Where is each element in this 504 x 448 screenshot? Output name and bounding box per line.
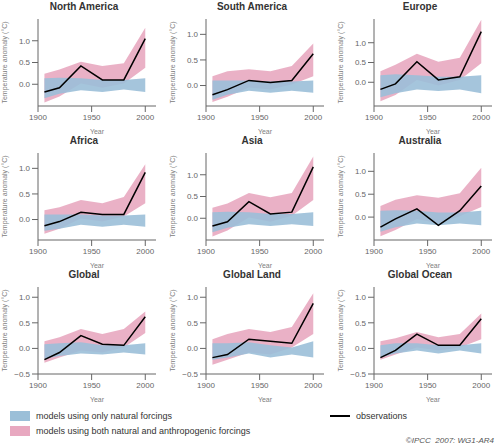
html-text:models using both natural and: models using both natural and anthropoge… bbox=[36, 425, 251, 436]
svg-text:1950: 1950 bbox=[419, 381, 437, 390]
svg-text:1900: 1900 bbox=[197, 381, 215, 390]
html-text:Global Land: Global Land bbox=[223, 269, 281, 280]
svg-text:1900: 1900 bbox=[197, 247, 215, 256]
svg-text:2000: 2000 bbox=[136, 247, 154, 256]
html-text:models using only natural forc: models using only natural forcings bbox=[36, 410, 173, 421]
svg-text:1900: 1900 bbox=[365, 381, 383, 390]
svg-text:0.0: 0.0 bbox=[19, 344, 31, 353]
svg-text:1.0: 1.0 bbox=[19, 164, 31, 173]
svg-text:0.0: 0.0 bbox=[187, 81, 199, 90]
svg-text:Temperature anomaly (°C): Temperature anomaly (°C) bbox=[169, 21, 177, 103]
svg-text:Year: Year bbox=[90, 262, 105, 268]
svg-text:0.0: 0.0 bbox=[355, 78, 367, 87]
svg-text:1.0: 1.0 bbox=[187, 293, 199, 302]
svg-text:Temperature anomaly (°C): Temperature anomaly (°C) bbox=[337, 289, 345, 371]
html-text:Africa: Africa bbox=[69, 135, 99, 146]
svg-text:Temperature anomaly (°C): Temperature anomaly (°C) bbox=[8, 21, 9, 103]
svg-text:2000: 2000 bbox=[304, 381, 322, 390]
svg-text:Temperature anomaly (°C): Temperature anomaly (°C) bbox=[8, 155, 9, 237]
svg-text:Temperature anomaly (°C): Temperature anomaly (°C) bbox=[8, 289, 9, 371]
svg-text:1900: 1900 bbox=[197, 113, 215, 122]
svg-text:2000: 2000 bbox=[136, 381, 154, 390]
svg-text:2000: 2000 bbox=[136, 113, 154, 122]
svg-text:0.0: 0.0 bbox=[355, 344, 367, 353]
svg-text:Year: Year bbox=[258, 128, 273, 134]
svg-text:0.5: 0.5 bbox=[355, 190, 367, 199]
html-text:Australia: Australia bbox=[398, 135, 442, 146]
svg-text:1.0: 1.0 bbox=[19, 293, 31, 302]
svg-text:0.5: 0.5 bbox=[19, 58, 31, 67]
svg-text:0.5: 0.5 bbox=[355, 58, 367, 67]
html-text:observations: observations bbox=[356, 410, 407, 421]
svg-text:0.5: 0.5 bbox=[355, 319, 367, 328]
svg-text:0.0: 0.0 bbox=[187, 214, 199, 223]
svg-text:1.0: 1.0 bbox=[355, 39, 367, 48]
svg-text:Year: Year bbox=[426, 128, 441, 134]
html-text:Global: Global bbox=[68, 269, 100, 280]
svg-text:2000: 2000 bbox=[304, 113, 322, 122]
svg-text:1900: 1900 bbox=[29, 247, 47, 256]
svg-text:1950: 1950 bbox=[251, 381, 269, 390]
svg-text:0.0: 0.0 bbox=[187, 344, 199, 353]
svg-text:0.0: 0.0 bbox=[19, 215, 31, 224]
svg-text:1.0: 1.0 bbox=[355, 293, 367, 302]
svg-text:2000: 2000 bbox=[304, 247, 322, 256]
html-text:South America: South America bbox=[216, 1, 288, 12]
svg-text:1950: 1950 bbox=[419, 247, 437, 256]
svg-text:Year: Year bbox=[90, 396, 105, 402]
svg-text:1950: 1950 bbox=[83, 247, 101, 256]
svg-text:1.0: 1.0 bbox=[187, 30, 199, 39]
svg-text:−0.5: −0.5 bbox=[182, 370, 198, 379]
svg-text:0.0: 0.0 bbox=[19, 80, 31, 89]
svg-text:0.5: 0.5 bbox=[187, 319, 199, 328]
svg-text:Temperature anomaly (°C): Temperature anomaly (°C) bbox=[337, 155, 345, 237]
html-text:©IPCC 2007: WG1-AR4: ©IPCC 2007: WG1-AR4 bbox=[405, 436, 494, 445]
svg-text:1900: 1900 bbox=[29, 113, 47, 122]
svg-text:Temperature anomaly (°C): Temperature anomaly (°C) bbox=[169, 289, 177, 371]
svg-text:−0.5: −0.5 bbox=[350, 370, 366, 379]
svg-text:Temperature anomaly (°C): Temperature anomaly (°C) bbox=[337, 21, 345, 103]
html-text:North America: North America bbox=[49, 1, 119, 12]
html-text:Asia: Asia bbox=[241, 135, 263, 146]
svg-text:1900: 1900 bbox=[365, 247, 383, 256]
svg-text:−0.5: −0.5 bbox=[14, 370, 30, 379]
svg-text:0.5: 0.5 bbox=[187, 56, 199, 65]
svg-text:1950: 1950 bbox=[83, 381, 101, 390]
svg-text:0.5: 0.5 bbox=[187, 192, 199, 201]
html-text:Global Ocean: Global Ocean bbox=[387, 269, 453, 280]
svg-text:Year: Year bbox=[258, 262, 273, 268]
svg-text:Year: Year bbox=[90, 128, 105, 134]
svg-text:1900: 1900 bbox=[29, 381, 47, 390]
svg-text:1950: 1950 bbox=[419, 113, 437, 122]
svg-text:2000: 2000 bbox=[472, 113, 490, 122]
svg-text:1.0: 1.0 bbox=[19, 37, 31, 46]
svg-text:1.0: 1.0 bbox=[187, 171, 199, 180]
svg-text:1950: 1950 bbox=[251, 247, 269, 256]
svg-text:1950: 1950 bbox=[83, 113, 101, 122]
svg-text:Year: Year bbox=[426, 262, 441, 268]
svg-text:0.5: 0.5 bbox=[19, 319, 31, 328]
svg-text:Year: Year bbox=[426, 396, 441, 402]
svg-text:0.0: 0.0 bbox=[355, 213, 367, 222]
svg-text:1900: 1900 bbox=[365, 113, 383, 122]
svg-text:1.0: 1.0 bbox=[355, 167, 367, 176]
svg-text:0.5: 0.5 bbox=[19, 190, 31, 199]
html-text:Europe: Europe bbox=[402, 1, 438, 12]
svg-text:Temperature anomaly (°C): Temperature anomaly (°C) bbox=[169, 155, 177, 237]
svg-text:1950: 1950 bbox=[251, 113, 269, 122]
svg-text:Year: Year bbox=[258, 396, 273, 402]
svg-text:2000: 2000 bbox=[472, 381, 490, 390]
svg-text:2000: 2000 bbox=[472, 247, 490, 256]
